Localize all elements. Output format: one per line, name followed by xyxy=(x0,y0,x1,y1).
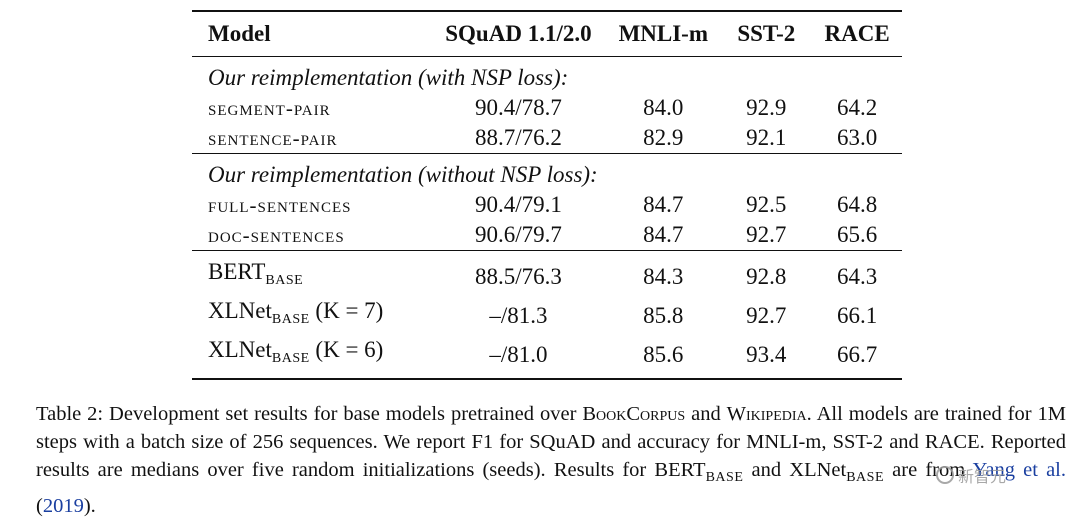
model-name: XLNetBASE (K = 7) xyxy=(208,298,384,327)
group-title-row: Our reimplementation (without NSP loss): xyxy=(192,153,902,190)
mnli-value: 84.0 xyxy=(643,95,684,120)
group-title-nsp: Our reimplementation (with NSP loss): xyxy=(208,65,569,90)
squad-value: 88.5/76.3 xyxy=(430,250,607,296)
race-value: 65.6 xyxy=(836,222,878,247)
table-row: XLNetBASE (K = 6) –/81.0 85.6 93.4 66.7 xyxy=(192,335,902,380)
squad-value: 90.4/79.1 xyxy=(474,192,562,217)
mnli-value: 82.9 xyxy=(643,125,684,150)
results-table: Model SQuAD 1.1/2.0 MNLI-m SST-2 RACE Ou… xyxy=(192,10,902,380)
mnli-value: 84.7 xyxy=(643,222,684,247)
race-value: 66.1 xyxy=(836,302,878,328)
group-title-row: Our reimplementation (with NSP loss): xyxy=(192,57,902,94)
model-name: doc-sentences xyxy=(208,223,345,247)
watermark: 新智元 xyxy=(936,462,1036,488)
watermark-logo-icon xyxy=(936,466,954,484)
table-row: doc-sentences 90.6/79.7 84.7 92.7 65.6 xyxy=(192,220,902,251)
sst2-value: 92.7 xyxy=(746,302,787,328)
header-mnli: MNLI-m xyxy=(606,10,721,57)
squad-value: 88.7/76.2 xyxy=(474,125,562,150)
mnli-value: 85.6 xyxy=(606,335,721,380)
mnli-value: 85.8 xyxy=(643,302,684,328)
table-header-row: Model SQuAD 1.1/2.0 MNLI-m SST-2 RACE xyxy=(192,10,902,57)
race-value: 64.2 xyxy=(836,95,878,120)
sst2-value: 92.9 xyxy=(746,95,787,120)
race-value: 63.0 xyxy=(836,125,878,150)
bookcorpus-name: BookCorpus xyxy=(582,403,686,425)
squad-value: –/81.0 xyxy=(430,335,607,380)
squad-value: 90.6/79.7 xyxy=(474,222,562,247)
sst2-value: 92.7 xyxy=(746,222,787,247)
header-squad: SQuAD 1.1/2.0 xyxy=(430,10,607,57)
table-caption: Table 2: Development set results for bas… xyxy=(36,403,1066,517)
mnli-value: 84.7 xyxy=(643,192,684,217)
header-model: Model xyxy=(192,10,431,57)
table-row: segment-pair 90.4/78.7 84.0 92.9 64.2 xyxy=(192,93,902,123)
model-name: full-sentences xyxy=(208,193,352,217)
table-row: full-sentences 90.4/79.1 84.7 92.5 64.8 xyxy=(192,190,902,220)
sst2-value: 92.1 xyxy=(746,125,787,150)
race-value: 66.7 xyxy=(812,335,902,380)
sst2-value: 92.5 xyxy=(746,192,787,217)
citation-year-link[interactable]: 2019 xyxy=(42,495,84,517)
watermark-text: 新智元 xyxy=(958,467,1007,486)
group-title-no-nsp: Our reimplementation (without NSP loss): xyxy=(192,153,902,190)
table-row: sentence-pair 88.7/76.2 82.9 92.1 63.0 xyxy=(192,123,902,154)
header-sst2: SST-2 xyxy=(720,10,813,57)
squad-value: –/81.3 xyxy=(489,302,548,328)
citation-link[interactable]: Yang et al. xyxy=(972,459,1066,481)
race-value: 64.3 xyxy=(812,250,902,296)
race-value: 64.8 xyxy=(836,192,878,217)
model-name: segment-pair xyxy=(208,96,331,120)
header-race: RACE xyxy=(812,10,902,57)
mnli-value: 84.3 xyxy=(606,250,721,296)
squad-value: 90.4/78.7 xyxy=(474,95,562,120)
model-name: XLNetBASE (K = 6) xyxy=(192,335,431,380)
model-name: BERTBASE xyxy=(192,250,431,296)
table-row: XLNetBASE (K = 7) –/81.3 85.8 92.7 66.1 xyxy=(192,296,902,335)
model-name: sentence-pair xyxy=(208,126,338,150)
wikipedia-name: Wikipedia xyxy=(726,403,807,425)
table-row: BERTBASE 88.5/76.3 84.3 92.8 64.3 xyxy=(192,250,902,296)
sst2-value: 92.8 xyxy=(720,250,813,296)
sst2-value: 93.4 xyxy=(720,335,813,380)
